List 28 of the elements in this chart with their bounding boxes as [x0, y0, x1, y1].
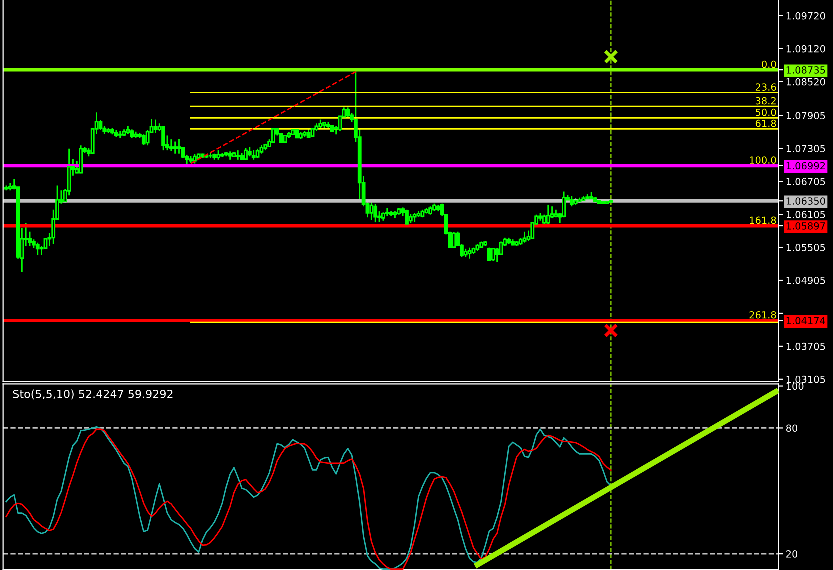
annotation: 161.8 [750, 216, 776, 224]
y-tick-label: 1.07905 [786, 112, 826, 120]
y-tick-label: 1.05897 [786, 222, 826, 230]
y-tick-label: 1.06705 [786, 178, 826, 186]
y-tick-label: 1.05505 [786, 244, 826, 252]
y-tick-label: 1.03105 [786, 376, 826, 384]
annotation: 261.8 [750, 311, 776, 319]
y-tick-label: 1.08735 [786, 66, 826, 74]
y-tick-label: 1.06105 [786, 211, 826, 218]
annotation: 0.0 [762, 60, 776, 68]
y-tick-label: 1.07305 [786, 145, 826, 152]
y-tick-label: 1.04905 [786, 276, 826, 284]
y-tick-label: 1.09120 [786, 45, 826, 53]
y-tick-label: 80 [786, 424, 798, 432]
y-tick-label: 1.06992 [786, 162, 826, 170]
annotation: 23.6 [756, 84, 776, 91]
y-tick-label: 1.06350 [786, 198, 826, 205]
y-tick-label: 1.08520 [786, 78, 826, 86]
annotation: 50.0 [756, 108, 776, 116]
y-tick-label: 1.03705 [786, 342, 826, 350]
annotation: 61.8 [756, 120, 776, 128]
y-tick-label: 1.09720 [786, 12, 826, 20]
annotation: 100.0 [750, 156, 776, 164]
annotation: 38.2 [756, 97, 776, 105]
y-tick-label: 1.04174 [786, 317, 826, 325]
y-tick-label: 20 [786, 550, 798, 558]
chart-title: Sto(5,5,10) 52.4247 59.9292 [13, 390, 173, 400]
y-tick-label: 100 [786, 382, 804, 390]
